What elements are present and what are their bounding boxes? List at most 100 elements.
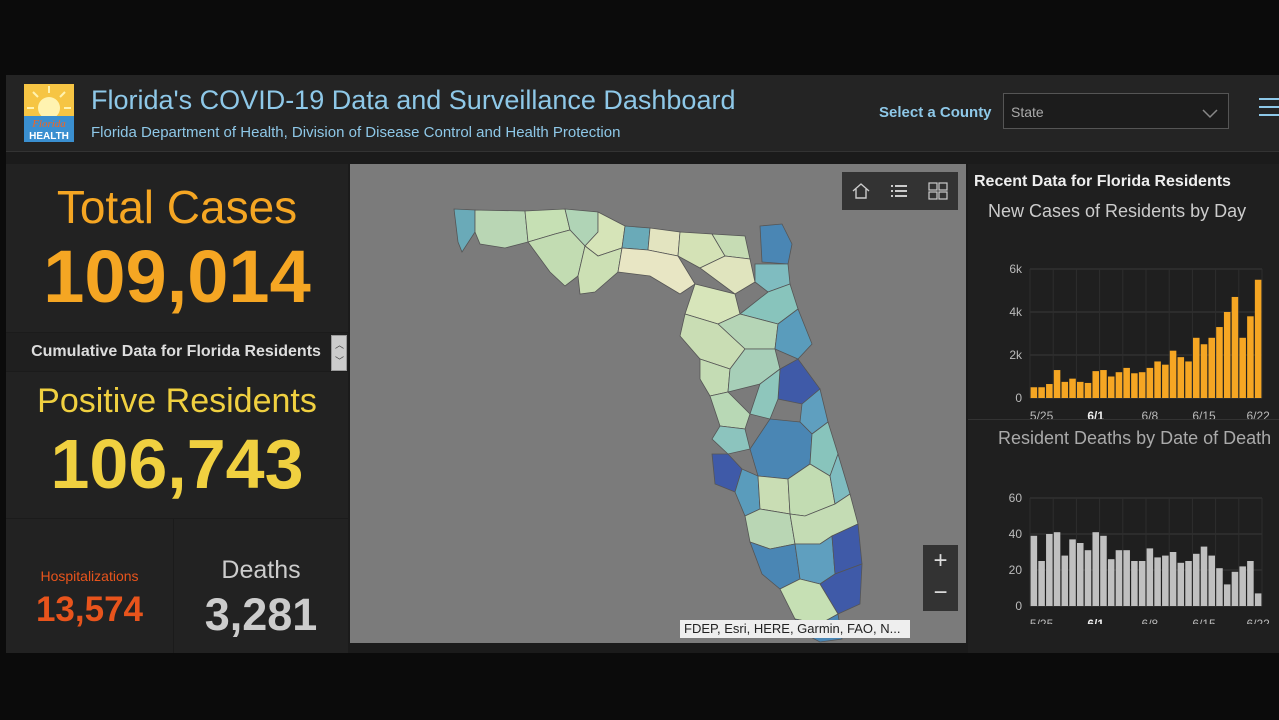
cases-xtick-label: 6/15 [1192, 409, 1216, 423]
deaths-bar[interactable] [1193, 553, 1200, 606]
dashboard-frame: Florida HEALTH Florida's COVID-19 Data a… [6, 75, 1279, 653]
cases-bar[interactable] [1061, 381, 1069, 398]
zoom-in-button[interactable]: + [923, 545, 958, 579]
legend-list-icon[interactable] [889, 181, 909, 206]
cases-bar[interactable] [1084, 382, 1092, 398]
deaths-xtick-label: 5/25 [1030, 617, 1054, 624]
chevron-down-icon[interactable]: ﹀ [335, 356, 345, 366]
cases-bar[interactable] [1038, 387, 1045, 398]
deaths-bar[interactable] [1146, 548, 1154, 606]
county-shape [699, 255, 756, 295]
cases-bar[interactable] [1069, 378, 1076, 398]
cases-bar[interactable] [1208, 337, 1215, 398]
deaths-bar[interactable] [1239, 566, 1246, 606]
cases-bar[interactable] [1177, 357, 1185, 398]
map-toolbar [842, 172, 958, 210]
hospitalizations-panel: Hospitalizations 13,574 [6, 519, 173, 653]
cases-xtick-label: 6/22 [1246, 409, 1270, 423]
deaths-bar[interactable] [1084, 550, 1092, 606]
page-title: Florida's COVID-19 Data and Surveillance… [91, 85, 736, 115]
deaths-chart-title: Resident Deaths by Date of Death [998, 428, 1272, 448]
cases-bar[interactable] [1254, 279, 1262, 398]
deaths-bar[interactable] [1177, 562, 1185, 606]
cases-bar[interactable] [1131, 373, 1138, 398]
deaths-bar[interactable] [1162, 555, 1169, 606]
county-select[interactable]: State [1003, 93, 1229, 129]
deaths-bar[interactable] [1046, 534, 1053, 606]
cases-ytick-label: 2k [1009, 348, 1023, 362]
page-subtitle: Florida Department of Health, Division o… [91, 124, 621, 141]
deaths-bar[interactable] [1138, 561, 1146, 606]
map-attribution[interactable]: FDEP, Esri, HERE, Garmin, FAO, N... [680, 620, 911, 638]
cases-bar[interactable] [1146, 367, 1154, 398]
deaths-bar[interactable] [1208, 555, 1215, 606]
deaths-bar[interactable] [1223, 584, 1231, 606]
deaths-bar[interactable] [1216, 568, 1223, 606]
deaths-bar[interactable] [1038, 561, 1045, 606]
deaths-bar[interactable] [1030, 535, 1038, 606]
deaths-bar[interactable] [1069, 539, 1076, 606]
deaths-bar[interactable] [1247, 561, 1254, 606]
cumulative-scrollbar[interactable]: ︿ ﹀ [331, 335, 347, 371]
cases-bar[interactable] [1162, 364, 1169, 398]
deaths-bar[interactable] [1053, 532, 1061, 606]
county-shape [749, 368, 781, 420]
cases-bar[interactable] [1154, 361, 1161, 398]
cases-bar[interactable] [1200, 344, 1208, 398]
deaths-ytick-label: 60 [1009, 491, 1023, 505]
deaths-xtick-label: 6/1 [1087, 617, 1104, 624]
florida-map[interactable] [350, 164, 966, 643]
total-cases-panel: Total Cases 109,014 [6, 164, 348, 332]
deaths-bar[interactable] [1115, 550, 1123, 606]
header-bar: Florida HEALTH Florida's COVID-19 Data a… [6, 75, 1279, 152]
svg-text:HEALTH: HEALTH [29, 131, 69, 142]
cases-bar[interactable] [1053, 370, 1061, 398]
cases-bar[interactable] [1216, 327, 1223, 398]
cases-bar[interactable] [1223, 312, 1231, 398]
deaths-bar[interactable] [1185, 561, 1192, 606]
cases-bar[interactable] [1231, 296, 1239, 398]
zoom-out-button[interactable]: − [923, 577, 958, 611]
deaths-bar[interactable] [1107, 559, 1115, 606]
cases-bar[interactable] [1239, 337, 1246, 398]
positive-residents-panel: Positive Residents 106,743 [6, 372, 348, 518]
home-icon[interactable] [851, 181, 871, 206]
cases-bar[interactable] [1077, 381, 1084, 398]
deaths-bar[interactable] [1154, 557, 1161, 606]
cases-bar[interactable] [1123, 367, 1130, 398]
county-shape [757, 475, 791, 515]
cases-bar[interactable] [1115, 372, 1123, 398]
cases-bar[interactable] [1185, 361, 1192, 398]
cases-bar[interactable] [1247, 316, 1254, 398]
cases-bar[interactable] [1193, 337, 1200, 398]
county-shape [709, 391, 751, 430]
deaths-bar[interactable] [1092, 532, 1099, 606]
deaths-bar[interactable] [1254, 593, 1262, 606]
cases-bar[interactable] [1046, 384, 1053, 398]
cases-bar[interactable] [1030, 387, 1038, 398]
deaths-xtick-label: 6/8 [1142, 617, 1159, 624]
cases-bar[interactable] [1100, 370, 1107, 398]
deaths-bar[interactable] [1169, 552, 1177, 606]
deaths-bar[interactable] [1061, 555, 1069, 606]
total-cases-label: Total Cases [56, 181, 298, 233]
cases-bar[interactable] [1169, 350, 1177, 398]
deaths-bar[interactable] [1123, 550, 1130, 606]
deaths-bar[interactable] [1200, 546, 1208, 606]
chevron-up-icon[interactable]: ︿ [335, 340, 345, 350]
cases-bar[interactable] [1092, 371, 1099, 398]
cases-bar[interactable] [1138, 372, 1146, 398]
deaths-bar[interactable] [1100, 535, 1107, 606]
basemap-gallery-icon[interactable] [927, 181, 949, 206]
deaths-xtick-label: 6/22 [1246, 617, 1270, 624]
total-cases-value: 109,014 [43, 235, 311, 318]
county-shape [759, 223, 793, 265]
menu-icon[interactable] [1259, 98, 1279, 122]
deaths-bar[interactable] [1077, 543, 1084, 606]
deaths-bar[interactable] [1131, 561, 1138, 606]
deaths-bar[interactable] [1231, 571, 1239, 606]
county-map[interactable]: + − FDEP, Esri, HERE, Garmin, FAO, N... [350, 164, 966, 643]
county-shape [617, 247, 696, 295]
cases-bar[interactable] [1107, 376, 1115, 399]
deaths-panel: Deaths 3,281 [174, 519, 348, 653]
